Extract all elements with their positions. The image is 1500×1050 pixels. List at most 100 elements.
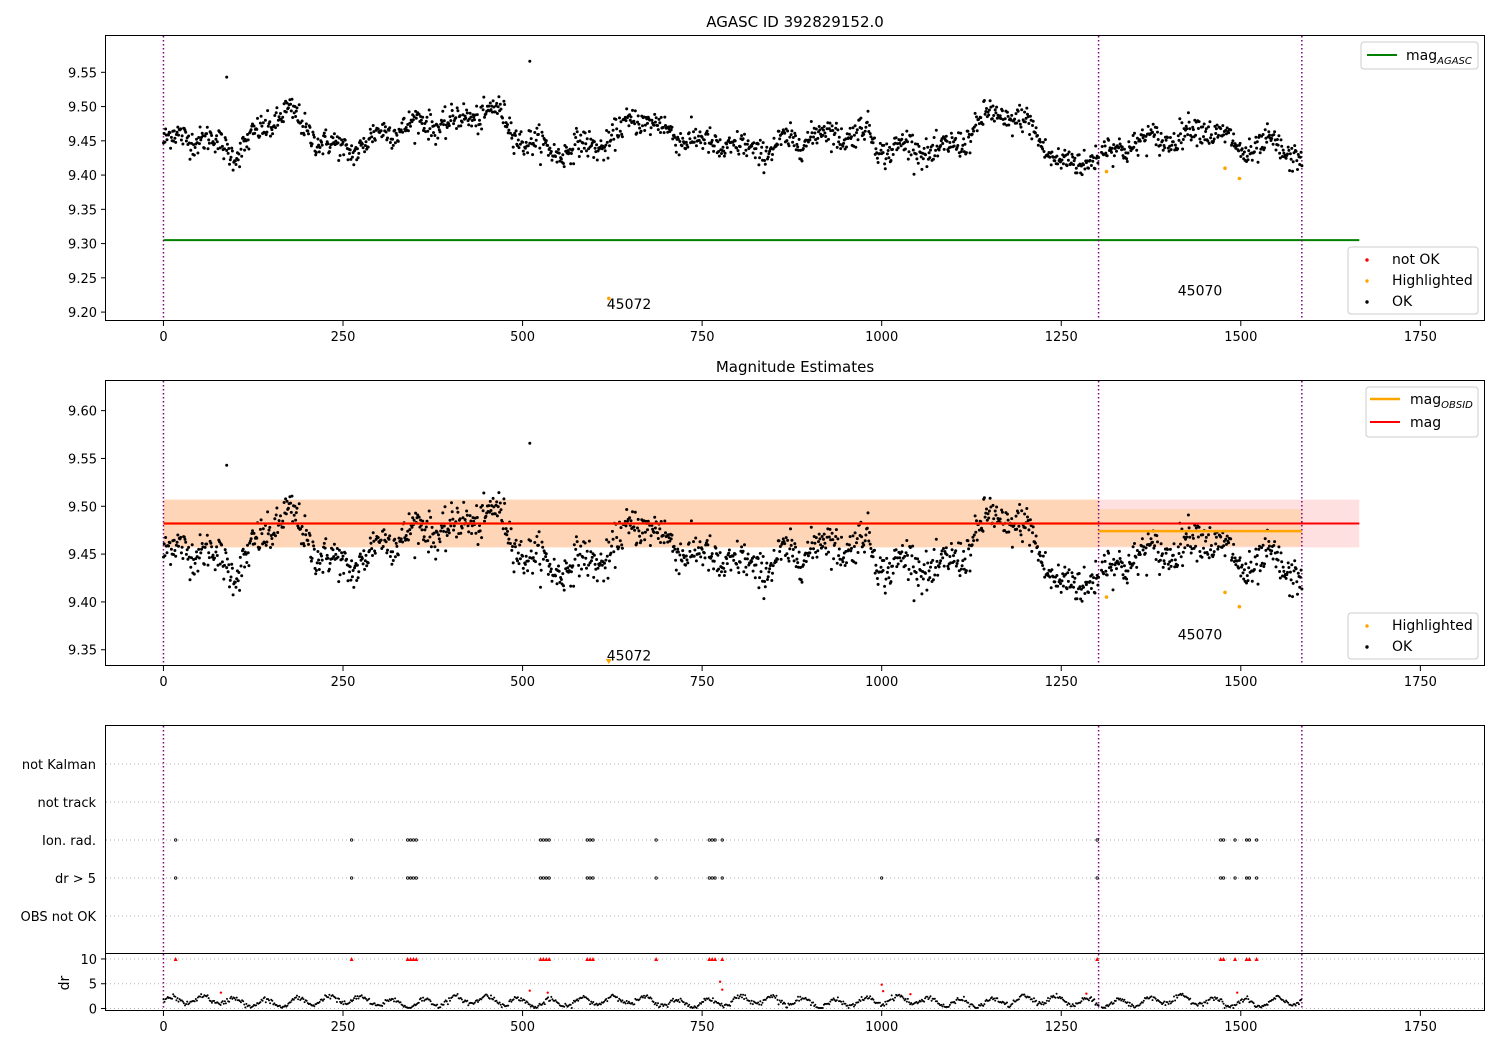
ok-point bbox=[1287, 148, 1291, 152]
ok-point bbox=[1214, 127, 1218, 131]
ok-point bbox=[260, 124, 264, 128]
ok-point bbox=[585, 149, 588, 153]
ok-point bbox=[801, 563, 805, 567]
ok-point bbox=[604, 143, 608, 147]
ok-point bbox=[1265, 554, 1269, 558]
ok-point bbox=[238, 165, 242, 169]
ok-point bbox=[788, 135, 792, 139]
ok-point bbox=[1127, 140, 1131, 144]
ok-point bbox=[842, 556, 846, 560]
dr-point bbox=[508, 1000, 511, 1003]
ok-point bbox=[1120, 145, 1124, 149]
ok-point bbox=[779, 557, 783, 561]
ok-point bbox=[1214, 132, 1218, 135]
ok-point bbox=[1275, 550, 1279, 554]
dr-point bbox=[297, 998, 300, 1001]
ok-point bbox=[1177, 552, 1181, 555]
ok-point bbox=[239, 147, 243, 151]
x-tick-label: 0 bbox=[159, 675, 167, 690]
ok-point bbox=[304, 122, 308, 126]
ok-point bbox=[169, 135, 173, 139]
ok-point bbox=[192, 572, 196, 576]
ok-point bbox=[569, 152, 573, 155]
dr-point bbox=[165, 997, 168, 1000]
ok-point bbox=[1176, 134, 1180, 138]
ok-point bbox=[941, 142, 945, 145]
ok-point bbox=[972, 539, 976, 543]
ok-point bbox=[931, 558, 935, 562]
ok-point bbox=[1176, 545, 1180, 549]
dr-point bbox=[1141, 1001, 1144, 1004]
ok-point bbox=[239, 564, 243, 568]
ok-point bbox=[528, 59, 532, 63]
dr-clipped-marker bbox=[585, 956, 590, 961]
ok-point bbox=[268, 525, 272, 529]
ok-point bbox=[741, 137, 745, 141]
ok-point bbox=[562, 588, 566, 592]
ok-point bbox=[1152, 546, 1156, 550]
ok-point bbox=[1179, 542, 1182, 546]
dr-point bbox=[757, 1001, 760, 1004]
ok-point bbox=[785, 552, 789, 556]
ok-point bbox=[697, 546, 700, 550]
ok-point bbox=[1239, 155, 1243, 158]
dr-point bbox=[1181, 992, 1184, 995]
ok-point bbox=[1224, 132, 1228, 136]
ok-point bbox=[685, 558, 689, 562]
ok-point bbox=[639, 129, 643, 133]
ok-point bbox=[605, 554, 609, 558]
ok-point bbox=[924, 137, 928, 141]
dr-point bbox=[295, 996, 297, 999]
dr-point bbox=[990, 996, 993, 999]
ok-point bbox=[735, 539, 739, 543]
ok-point bbox=[1021, 540, 1024, 544]
ok-point bbox=[1028, 133, 1032, 136]
ok-point bbox=[745, 142, 749, 146]
dr-point bbox=[616, 996, 618, 999]
dr-flag-point bbox=[174, 876, 178, 880]
ok-point bbox=[867, 539, 871, 543]
ok-point bbox=[546, 572, 550, 576]
ok-point bbox=[513, 545, 517, 549]
ok-point bbox=[189, 148, 193, 152]
ok-point bbox=[784, 536, 788, 540]
ok-point bbox=[196, 151, 200, 155]
dr-point bbox=[523, 999, 526, 1002]
ok-point bbox=[408, 121, 412, 125]
ok-point bbox=[924, 153, 927, 157]
ok-point bbox=[274, 126, 277, 130]
ok-point bbox=[1194, 133, 1198, 137]
dr-point bbox=[624, 1002, 627, 1005]
ok-point bbox=[758, 551, 762, 555]
ok-point bbox=[312, 135, 316, 139]
dr-point bbox=[938, 1002, 941, 1005]
dr-point bbox=[764, 998, 767, 1001]
dr-flag-point bbox=[591, 876, 595, 880]
ok-point bbox=[544, 552, 548, 556]
ok-point bbox=[1161, 552, 1164, 556]
flag-row-label: not Kalman bbox=[22, 758, 96, 773]
ok-point bbox=[1138, 553, 1142, 556]
dr-point bbox=[467, 1004, 470, 1007]
ok-point bbox=[785, 139, 789, 143]
ok-point bbox=[1144, 134, 1148, 138]
ok-point bbox=[1186, 543, 1190, 547]
ok-point bbox=[400, 527, 404, 531]
ok-point bbox=[1041, 140, 1045, 144]
ok-point bbox=[384, 540, 388, 544]
ok-point bbox=[903, 554, 907, 558]
dr-point bbox=[776, 998, 779, 1001]
ok-point bbox=[769, 562, 773, 565]
dr-point bbox=[915, 1001, 918, 1003]
ok-point bbox=[231, 593, 235, 597]
dr-point bbox=[671, 999, 673, 1002]
dr-point bbox=[795, 999, 798, 1002]
ok-point bbox=[484, 112, 488, 116]
ok-point bbox=[1250, 579, 1254, 583]
ok-point bbox=[328, 146, 332, 149]
ok-point bbox=[269, 546, 272, 549]
ok-point bbox=[483, 115, 486, 119]
dr-point bbox=[961, 999, 964, 1002]
dr-point bbox=[736, 994, 739, 997]
